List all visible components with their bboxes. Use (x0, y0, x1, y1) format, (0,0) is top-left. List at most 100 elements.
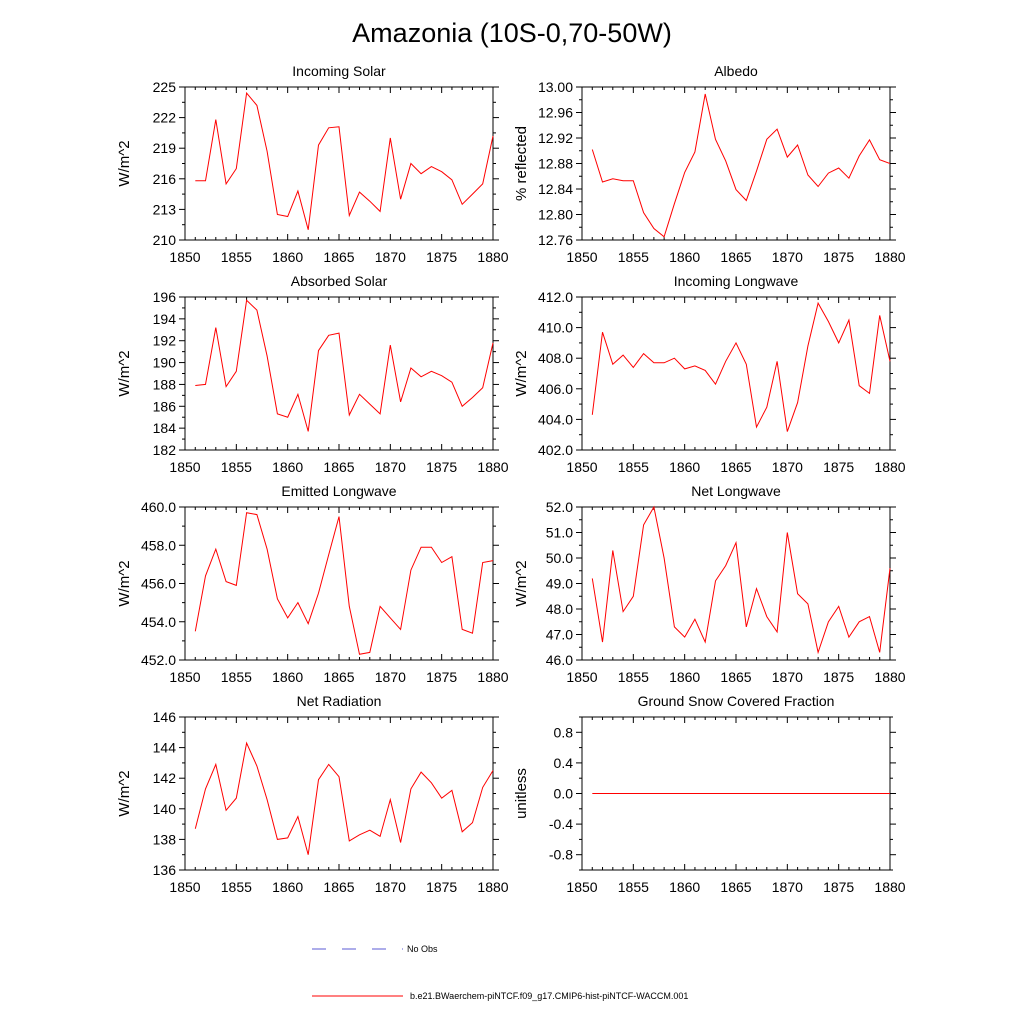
legend-model-label: b.e21.BWaerchem-piNTCF.f09_g17.CMIP6-his… (410, 991, 688, 1001)
x-tick-label: 1875 (823, 459, 854, 475)
y-tick-label: 402.0 (538, 442, 573, 458)
x-tick-label: 1865 (323, 669, 354, 685)
y-tick-label: 184 (153, 420, 177, 436)
y-tick-label: 140 (153, 801, 177, 817)
y-tick-label: 0.0 (554, 786, 574, 802)
x-tick-label: 1880 (874, 459, 905, 475)
x-tick-label: 1855 (221, 879, 252, 895)
x-tick-label: 1875 (426, 879, 457, 895)
plot-frame (184, 716, 494, 871)
x-tick-label: 1865 (323, 249, 354, 265)
x-tick-label: 1875 (823, 879, 854, 895)
y-tick-label: 192 (153, 333, 177, 349)
x-tick-label: 1865 (323, 879, 354, 895)
x-tick-label: 1880 (477, 879, 508, 895)
x-tick-label: 1880 (477, 669, 508, 685)
x-tick-label: 1855 (221, 459, 252, 475)
y-axis-label: W/m^2 (116, 770, 133, 816)
chart-panels: Incoming Solar 1850 1855 1860 1865 1870 1875 18… (116, 63, 906, 895)
panel-title: Albedo (714, 63, 758, 79)
x-tick-label: 1860 (272, 249, 303, 265)
series-line (194, 512, 494, 655)
x-tick-label: 1875 (426, 459, 457, 475)
x-tick-label: 1860 (272, 459, 303, 475)
x-tick-label: 1875 (426, 669, 457, 685)
x-tick-label: 1860 (272, 879, 303, 895)
x-tick-label: 1880 (874, 879, 905, 895)
x-tick-label: 1850 (169, 879, 200, 895)
y-tick-label: 188 (153, 376, 177, 392)
x-tick-label: 1870 (375, 879, 406, 895)
y-axis-label: W/m^2 (513, 560, 530, 606)
y-tick-label: 454.0 (141, 614, 176, 630)
y-tick-label: 136 (153, 862, 177, 878)
panel-emitted-longwave: Emitted Longwave 1850 1855 1860 1865 1870 1875… (116, 483, 509, 685)
x-tick-label: 1870 (772, 669, 803, 685)
y-tick-label: 190 (153, 355, 177, 371)
panel-title: Net Radiation (297, 693, 382, 709)
x-tick-label: 1875 (823, 669, 854, 685)
y-tick-label: 12.80 (538, 207, 573, 223)
x-tick-label: 1870 (772, 459, 803, 475)
panel-net-longwave: Net Longwave 1850 1855 1860 1865 1870 1875 1880… (513, 483, 906, 685)
y-tick-label: 46.0 (546, 652, 573, 668)
y-tick-label: 12.84 (538, 181, 573, 197)
x-tick-label: 1870 (375, 249, 406, 265)
x-tick-label: 1870 (375, 459, 406, 475)
y-tick-label: 52.0 (546, 499, 573, 515)
legend-obs-label: No Obs (407, 944, 438, 954)
y-tick-label: 410.0 (538, 320, 573, 336)
figure-title: Amazonia (10S-0,70-50W) (352, 18, 672, 48)
y-tick-label: 225 (153, 79, 177, 95)
x-tick-label: 1860 (669, 459, 700, 475)
y-tick-label: 219 (153, 140, 177, 156)
y-axis-label: W/m^2 (116, 140, 133, 186)
y-tick-label: 408.0 (538, 350, 573, 366)
x-tick-label: 1860 (669, 879, 700, 895)
plot-frame (581, 296, 891, 451)
y-tick-label: 48.0 (546, 601, 573, 617)
y-tick-label: 12.92 (538, 130, 573, 146)
x-tick-label: 1875 (426, 249, 457, 265)
x-tick-label: 1865 (323, 459, 354, 475)
y-tick-label: 452.0 (141, 652, 176, 668)
y-axis-label: W/m^2 (513, 350, 530, 396)
y-tick-label: 12.88 (538, 156, 573, 172)
panel-albedo: Albedo 1850 1855 1860 1865 1870 1875 1880 12.76 1… (513, 63, 906, 265)
y-tick-label: 194 (153, 311, 177, 327)
x-tick-label: 1855 (618, 459, 649, 475)
series-line (591, 505, 891, 655)
x-tick-label: 1860 (669, 669, 700, 685)
y-tick-label: 0.4 (554, 755, 574, 771)
x-tick-label: 1870 (772, 879, 803, 895)
y-tick-label: 51.0 (546, 525, 573, 541)
y-tick-label: -0.4 (549, 816, 573, 832)
y-tick-label: 13.00 (538, 79, 573, 95)
x-tick-label: 1865 (720, 249, 751, 265)
x-tick-label: 1855 (618, 249, 649, 265)
x-tick-label: 1850 (169, 459, 200, 475)
panel-title: Absorbed Solar (291, 273, 388, 289)
x-tick-label: 1850 (566, 249, 597, 265)
x-tick-label: 1880 (477, 249, 508, 265)
x-tick-label: 1870 (772, 249, 803, 265)
x-tick-label: 1855 (618, 879, 649, 895)
y-tick-label: 146 (153, 709, 177, 725)
plot-frame (184, 296, 494, 451)
y-tick-label: 458.0 (141, 537, 176, 553)
panel-absorbed-solar: Absorbed Solar 1850 1855 1860 1865 1870 1875 18… (116, 273, 509, 475)
x-tick-label: 1860 (272, 669, 303, 685)
plot-frame (581, 506, 891, 661)
y-tick-label: 50.0 (546, 550, 573, 566)
panel-incoming-longwave: Incoming Longwave 1850 1855 1860 1865 1870 187… (513, 273, 906, 475)
y-tick-label: 460.0 (141, 499, 176, 515)
y-tick-label: 144 (153, 740, 177, 756)
x-tick-label: 1865 (720, 879, 751, 895)
y-tick-label: 412.0 (538, 289, 573, 305)
panel-title: Net Longwave (691, 483, 781, 499)
panel-title: Ground Snow Covered Fraction (638, 693, 835, 709)
series-line (195, 299, 494, 432)
y-axis-label: W/m^2 (116, 350, 133, 396)
y-tick-label: 47.0 (546, 627, 573, 643)
